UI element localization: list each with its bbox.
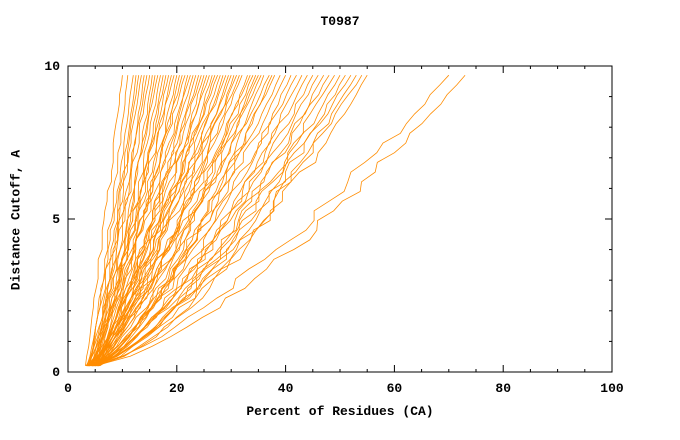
x-tick-label: 20 — [169, 381, 185, 396]
x-tick-label: 40 — [278, 381, 294, 396]
x-tick-label: 80 — [495, 381, 511, 396]
x-tick-label: 100 — [600, 381, 624, 396]
x-tick-label: 0 — [64, 381, 72, 396]
x-axis-label: Percent of Residues (CA) — [246, 404, 434, 419]
x-tick-label: 60 — [387, 381, 403, 396]
y-tick-label: 0 — [52, 365, 60, 380]
y-tick-label: 10 — [44, 59, 60, 74]
chart-title: T0987 — [320, 14, 360, 29]
y-tick-label: 5 — [52, 212, 60, 227]
